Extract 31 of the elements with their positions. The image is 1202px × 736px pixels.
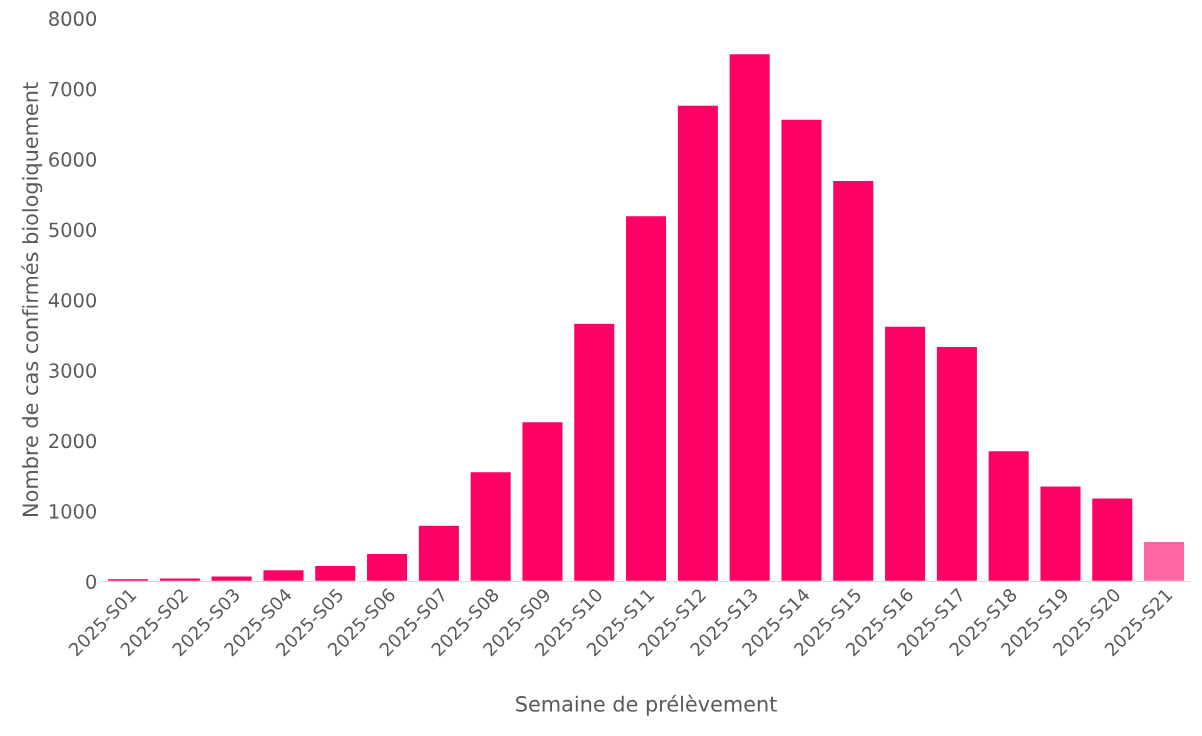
y-tick-label: 8000 — [49, 11, 97, 27]
y-axis-title: Nombre de cas confirmés biologiquement — [21, 82, 43, 516]
y-tick-label: 2000 — [49, 433, 97, 449]
bar — [469, 470, 513, 582]
bar — [728, 52, 772, 582]
y-tick-label: 3000 — [49, 363, 97, 378]
y-tick-label: 5000 — [49, 222, 97, 238]
bar — [210, 575, 254, 582]
y-tick-label: 7000 — [49, 81, 97, 97]
bar — [831, 179, 875, 582]
x-axis-title: Semaine de prélèvement — [516, 694, 777, 716]
bar — [1039, 485, 1082, 582]
bar — [521, 420, 564, 582]
bar — [313, 564, 357, 582]
bar — [780, 118, 823, 582]
y-tick-label: 0 — [86, 574, 97, 590]
bar — [883, 325, 927, 582]
y-tick-label: 1000 — [49, 504, 97, 519]
bar — [1090, 496, 1134, 582]
bar — [935, 345, 979, 582]
bar — [365, 552, 409, 582]
bar — [417, 524, 461, 582]
bar — [676, 104, 720, 582]
bar — [262, 568, 305, 582]
y-tick-label: 6000 — [49, 152, 97, 167]
bar — [987, 449, 1031, 582]
y-tick-label: 4000 — [48, 292, 97, 308]
bar — [624, 214, 668, 582]
bar — [1142, 540, 1186, 582]
bar — [572, 322, 616, 582]
bar — [158, 577, 202, 582]
